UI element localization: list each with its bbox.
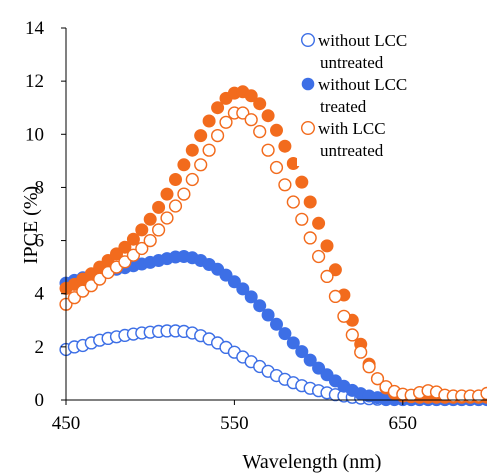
data-point <box>211 101 225 115</box>
data-point <box>236 106 250 120</box>
data-point <box>354 345 368 359</box>
data-point <box>194 129 208 143</box>
data-point <box>202 143 216 157</box>
data-point <box>370 372 385 386</box>
legend-label: without LCC <box>318 31 407 50</box>
data-point <box>362 360 376 374</box>
data-point <box>278 178 292 192</box>
x-tick-label: 550 <box>220 413 249 434</box>
data-point <box>286 157 300 170</box>
data-point <box>312 216 326 230</box>
data-point <box>253 125 267 139</box>
y-tick-label: 12 <box>25 71 44 92</box>
data-point <box>236 282 250 296</box>
legend-label: untreated <box>320 141 384 160</box>
legend-marker <box>301 33 316 48</box>
data-point <box>328 289 343 304</box>
data-point <box>312 249 326 264</box>
data-point <box>185 172 199 187</box>
data-point <box>261 109 275 123</box>
axes <box>61 27 487 405</box>
y-tick-label: 6 <box>35 231 45 252</box>
legend-background <box>297 26 484 166</box>
data-point <box>177 187 191 201</box>
data-point <box>295 212 309 226</box>
legend-label: treated <box>320 97 367 116</box>
data-point <box>253 97 267 111</box>
data-point <box>244 89 258 103</box>
legend-label: without LCC <box>318 75 407 94</box>
data-point <box>185 143 199 157</box>
data-point <box>303 195 317 209</box>
y-tick-label: 0 <box>35 390 45 411</box>
x-axis-title: Wavelength (nm) <box>243 451 382 473</box>
data-point <box>160 187 174 201</box>
data-point <box>244 113 258 127</box>
y-tick-label: 14 <box>25 18 45 39</box>
series-2 <box>59 250 487 406</box>
data-point <box>278 327 292 341</box>
data-point <box>295 175 309 189</box>
data-point <box>303 353 317 367</box>
data-point <box>278 139 292 153</box>
data-point <box>261 308 275 322</box>
data-point <box>194 158 208 172</box>
data-point <box>118 255 132 269</box>
data-point <box>244 290 258 304</box>
data-point <box>168 199 183 213</box>
y-axis-title: IPCE (%) <box>20 186 42 264</box>
data-point <box>135 241 149 256</box>
data-point <box>169 173 182 186</box>
data-point <box>270 123 283 137</box>
data-point <box>143 234 157 248</box>
data-point <box>480 386 487 400</box>
data-point <box>126 232 140 246</box>
x-tick-label: 450 <box>52 413 81 434</box>
legend: without LCC untreated without LCC treated wi… <box>297 26 484 166</box>
data-point <box>118 240 132 254</box>
data-point <box>219 115 233 129</box>
tick-labels: 0 2 4 6 8 10 12 14 450 550 650 <box>25 18 417 434</box>
data-point <box>177 158 191 172</box>
data-point <box>320 239 334 253</box>
y-tick-label: 2 <box>35 337 45 358</box>
data-point <box>303 231 317 245</box>
data-point <box>202 114 216 128</box>
data-point <box>345 328 359 342</box>
y-tick-label: 10 <box>25 124 44 145</box>
data-point <box>286 195 300 209</box>
data-point <box>152 200 166 214</box>
data-point <box>261 143 275 157</box>
legend-label: untreated <box>320 53 384 72</box>
data-point <box>160 211 174 225</box>
data-point <box>211 129 225 143</box>
data-point <box>253 299 267 313</box>
legend-marker <box>301 77 315 91</box>
y-tick-label: 8 <box>35 177 45 198</box>
data-point <box>295 345 309 359</box>
data-point <box>126 248 140 262</box>
y-tick-label: 4 <box>35 284 45 305</box>
data-point <box>269 160 284 175</box>
data-point <box>135 223 149 237</box>
data-point <box>286 336 300 350</box>
data-point <box>337 309 351 323</box>
data-point <box>143 212 157 226</box>
data-point <box>270 317 283 331</box>
x-tick-label: 650 <box>389 413 418 434</box>
legend-label: with LCC <box>318 119 386 138</box>
data-point <box>152 223 166 237</box>
legend-marker <box>301 120 316 135</box>
data-point <box>320 269 334 284</box>
